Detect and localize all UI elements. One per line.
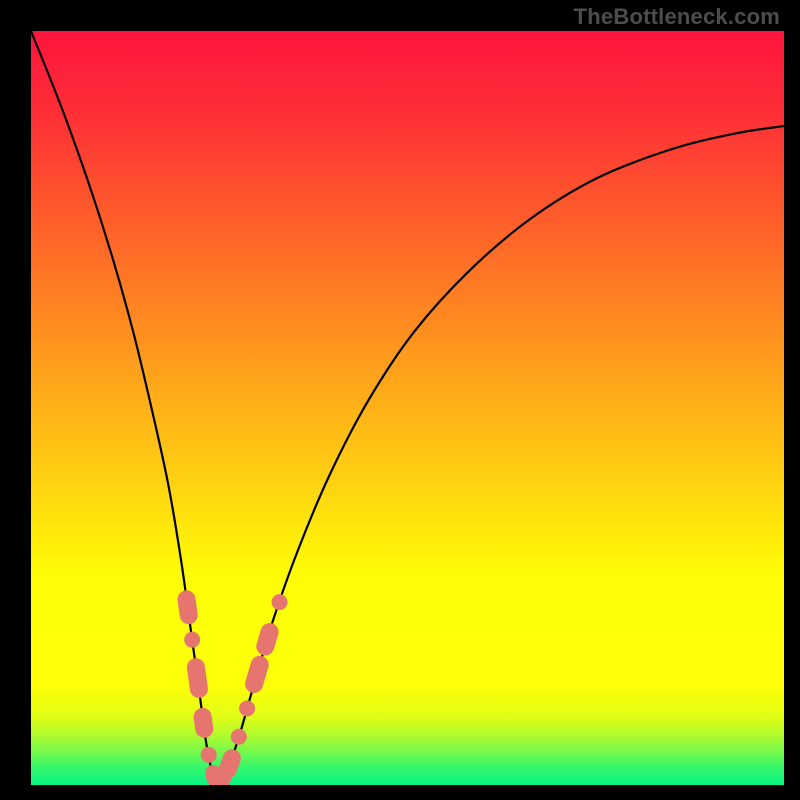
curve-marker-dot xyxy=(271,594,287,610)
curve-marker-capsule xyxy=(228,758,232,769)
curve-marker-capsule xyxy=(196,667,199,689)
curve-marker-capsule xyxy=(187,599,189,615)
curve-marker-dot xyxy=(184,632,200,648)
curve-marker-dot xyxy=(201,747,217,763)
curve-marker-dot xyxy=(231,729,247,745)
bottleneck-curve xyxy=(31,31,784,785)
chart-svg xyxy=(31,31,784,785)
plot-area xyxy=(31,31,784,785)
watermark-text: TheBottleneck.com xyxy=(574,4,780,30)
curve-marker-capsule xyxy=(203,717,205,729)
curve-marker-capsule xyxy=(254,665,260,684)
curve-marker-dot xyxy=(239,700,255,716)
canvas: TheBottleneck.com xyxy=(0,0,800,800)
curve-marker-capsule xyxy=(265,632,269,646)
